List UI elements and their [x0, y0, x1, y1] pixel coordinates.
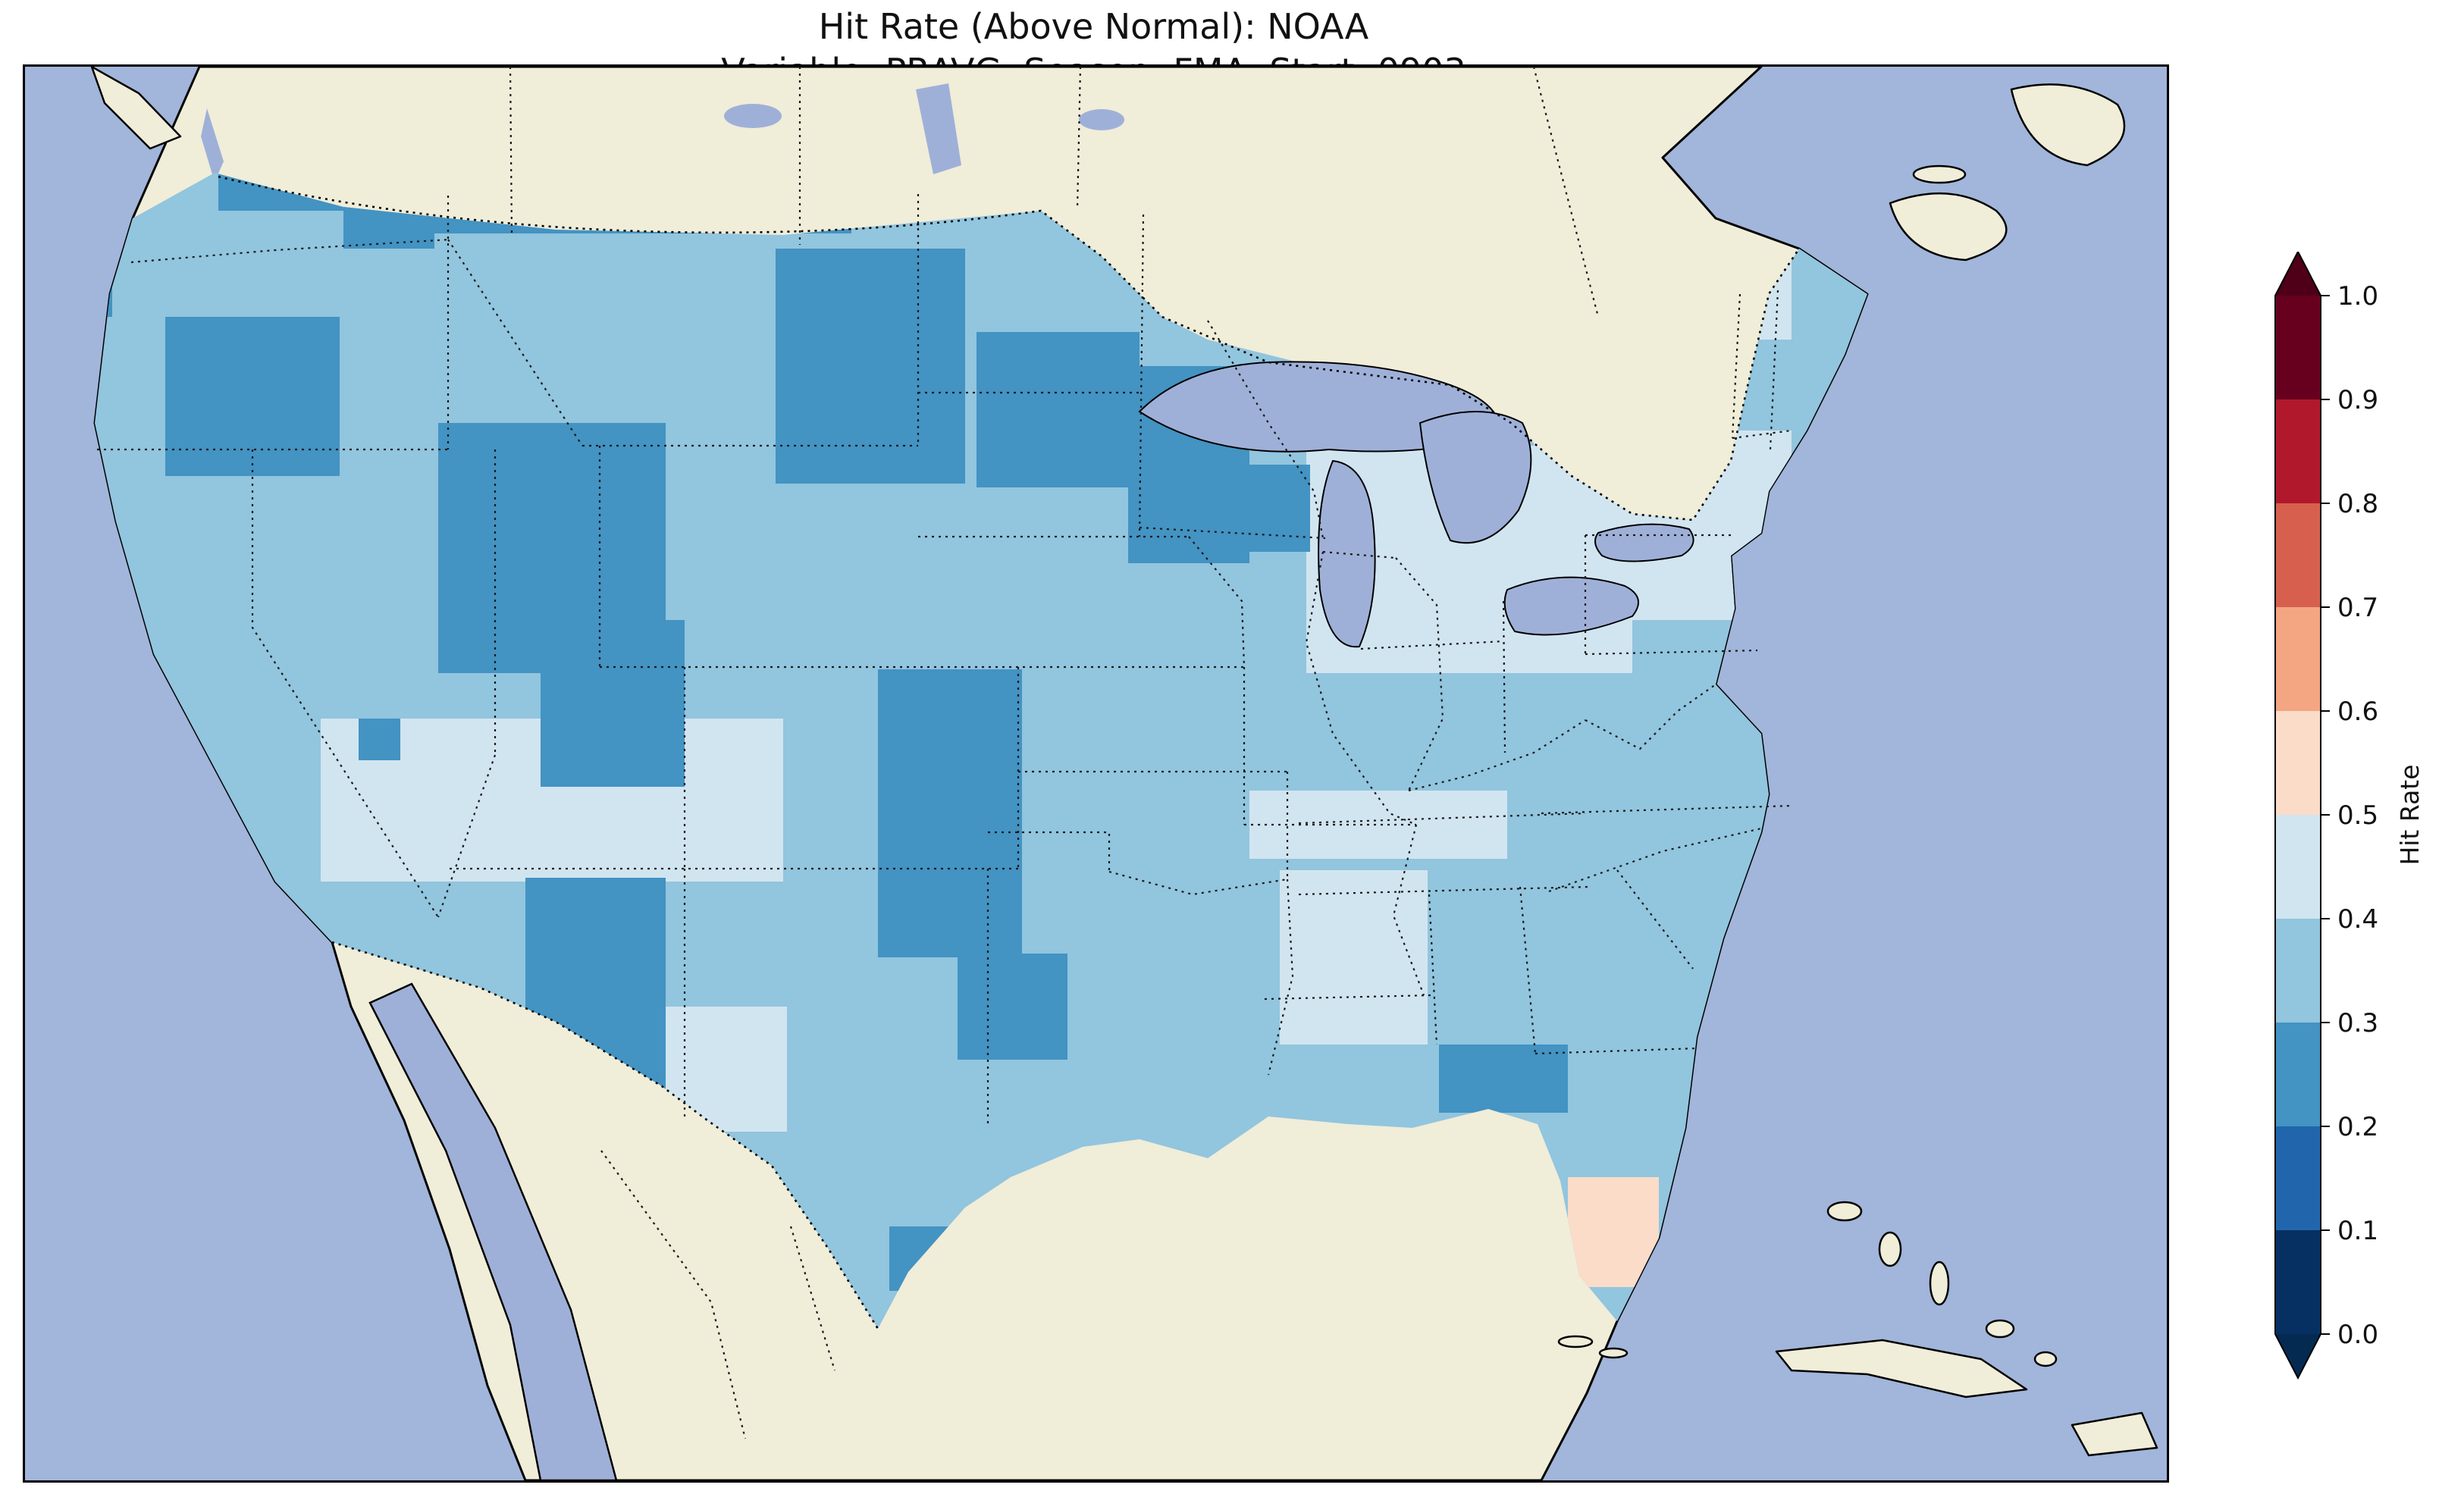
colorbar-tick-label: 0.3: [2337, 1008, 2378, 1038]
atlantic-islands: [1889, 83, 2126, 262]
canada-lakes: [724, 83, 1124, 174]
bahamas-island: [1878, 1231, 1902, 1267]
colorbar-tick-label: 0.5: [2337, 800, 2378, 831]
colorbar-over-arrow: [2275, 252, 2321, 296]
hit-rate-patch: [359, 719, 400, 760]
national-borders: [218, 175, 1801, 1330]
colorbar-segment: [2275, 711, 2321, 815]
colorbar-segment: [2275, 1023, 2321, 1126]
title-line-1: Hit Rate (Above Normal): NOAA: [818, 6, 1369, 47]
prince-edward-island: [1912, 164, 1967, 184]
colorbar-segments: 1.0 0.9 0.8 0.7 0.6 0.5 0.4 0.3 0.2 0.1 0.0: [2275, 252, 2378, 1378]
bahamas-island: [1985, 1319, 2015, 1339]
florida-keys: [1598, 1347, 1629, 1359]
hit-rate-patch: [1219, 465, 1310, 552]
colorbar-axis-label: Hit Rate: [2395, 764, 2425, 865]
bahamas-island: [1826, 1201, 1863, 1222]
caribbean-islands: [1557, 1201, 2158, 1457]
colorbar-outline: [2274, 249, 2321, 1380]
colorbar-segment: [2275, 815, 2321, 919]
nova-scotia: [1889, 192, 2008, 262]
colorbar-tick-label: 0.6: [2337, 697, 2378, 727]
lake-huron: [1419, 411, 1532, 544]
state-borders: [97, 67, 1792, 1439]
cuba: [1775, 1339, 2028, 1398]
lake-ontario: [1594, 523, 1694, 562]
small-lake: [724, 104, 782, 128]
gulf-of-california: [368, 982, 618, 1480]
colorbar-tick-label: 0.2: [2337, 1112, 2378, 1142]
newfoundland: [2010, 83, 2126, 167]
hit-rate-patch: [1439, 1045, 1568, 1113]
colorbar-tick-label: 0.7: [2337, 593, 2378, 623]
hit-rate-patch: [977, 332, 1140, 487]
colorbar-svg: 1.0 0.9 0.8 0.7 0.6 0.5 0.4 0.3 0.2 0.1 0.0 Hit Ra…: [2274, 249, 2425, 1380]
lake-michigan: [1318, 459, 1376, 648]
map-svg: [25, 67, 2167, 1480]
colorbar-segment: [2275, 1126, 2321, 1230]
hit-rate-patch: [958, 954, 1067, 1060]
lake-erie: [1503, 576, 1639, 636]
colorbar-under-arrow: [2275, 1334, 2321, 1378]
colorbar-tick-label: 0.1: [2337, 1216, 2378, 1246]
lake-winnipeg: [916, 83, 961, 174]
hit-rate-patch: [878, 669, 1022, 957]
hit-rate-patch: [165, 317, 340, 476]
great-lakes: [1138, 361, 1694, 648]
colorbar-tick-label: 0.4: [2337, 904, 2378, 935]
colorbar-segment: [2275, 1230, 2321, 1334]
hit-rate-patch: [541, 620, 685, 787]
colorbar-segment: [2275, 503, 2321, 607]
colorbar-tick-label: 1.0: [2337, 281, 2378, 312]
colorbar: 1.0 0.9 0.8 0.7 0.6 0.5 0.4 0.3 0.2 0.1 0.0 Hit Ra…: [2271, 249, 2460, 1404]
colorbar-tick-label: 0.0: [2337, 1320, 2378, 1350]
bahamas-island: [2033, 1351, 2058, 1367]
colorbar-segment: [2275, 919, 2321, 1023]
us-mexico-border: [331, 941, 879, 1330]
colorbar-tick-label: 0.8: [2337, 489, 2378, 519]
vancouver-island: [90, 67, 182, 150]
hit-rate-patch: [1280, 870, 1428, 1045]
colorbar-segment: [2275, 607, 2321, 711]
colorbar-segment: [2275, 296, 2321, 399]
bahamas-island: [1929, 1261, 1950, 1306]
colorbar-tick-label: 0.9: [2337, 385, 2378, 415]
hit-rate-patch: [776, 249, 965, 484]
map-axes: [23, 64, 2169, 1483]
small-lake: [1079, 109, 1124, 130]
hispaniola-edge: [2071, 1411, 2158, 1457]
florida-keys: [1557, 1335, 1594, 1348]
puget-sound: [201, 108, 224, 182]
colorbar-segment: [2275, 399, 2321, 503]
